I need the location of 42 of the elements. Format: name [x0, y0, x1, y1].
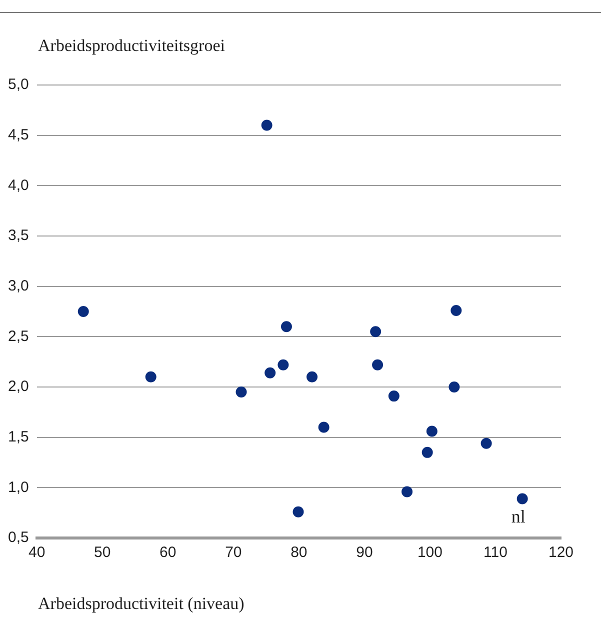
- y-tick-label: 4,5: [8, 126, 29, 144]
- point: [448, 382, 460, 392]
- point: [78, 306, 89, 317]
- x-tick-label: 110: [484, 544, 508, 562]
- point: [261, 120, 272, 131]
- y-axis-title: Arbeidsproductiviteitsgroei: [38, 36, 225, 56]
- y-tick-label: 2,0: [8, 378, 29, 396]
- y-tick-label: 4,0: [8, 176, 29, 194]
- point: [306, 371, 318, 382]
- point: [402, 486, 413, 498]
- y-tick-label: 3,5: [8, 227, 29, 244]
- point: [292, 506, 304, 518]
- x-tick-label: 120: [548, 544, 574, 562]
- y-tick-label: 1,5: [8, 428, 29, 446]
- y-tick-label: 3,0: [8, 277, 29, 294]
- point: [278, 359, 289, 370]
- point: [236, 386, 247, 398]
- point: [450, 304, 462, 316]
- y-tick-label: 2,5: [8, 328, 29, 345]
- y-tick-label: 5,0: [8, 76, 29, 94]
- y-tick-label: 1,0: [8, 478, 29, 496]
- point: [480, 438, 492, 449]
- x-tick-label: 90: [356, 544, 373, 562]
- point: [145, 371, 156, 382]
- point: [280, 321, 292, 332]
- point: [318, 422, 330, 433]
- x-axis-title: Arbeidsproductiviteit (niveau): [38, 594, 244, 614]
- x-tick-label: 70: [225, 544, 242, 562]
- point: [264, 367, 276, 378]
- x-tick-label: 80: [290, 544, 308, 562]
- point: [372, 359, 384, 370]
- y-tick-label: 0,5: [8, 529, 29, 546]
- annotation: nl: [511, 506, 526, 526]
- x-tick-label: 60: [160, 544, 176, 562]
- point: [516, 493, 528, 504]
- x-tick-label: 100: [417, 544, 442, 562]
- point: [370, 326, 382, 338]
- point: [426, 426, 438, 437]
- point: [388, 390, 400, 402]
- x-tick-label: 50: [94, 544, 111, 562]
- point: [422, 446, 433, 458]
- x-tick-label: 40: [28, 544, 46, 562]
